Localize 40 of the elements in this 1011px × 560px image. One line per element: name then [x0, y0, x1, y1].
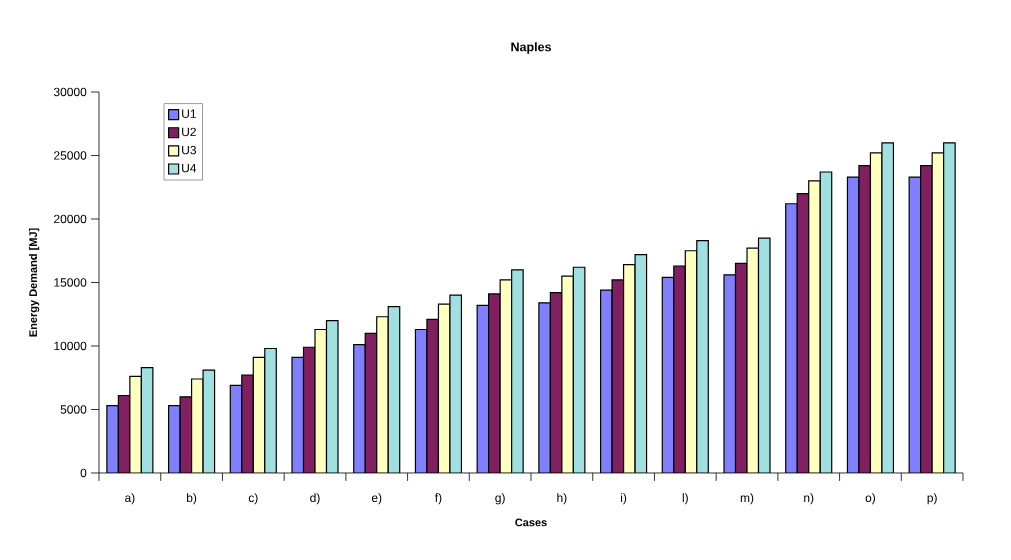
- x-tick-label: m): [740, 493, 754, 505]
- bar: [488, 293, 501, 473]
- x-tick-label: f): [434, 493, 442, 505]
- y-tick-label: 30000: [53, 87, 87, 97]
- bar: [264, 348, 277, 473]
- y-tick-label: 10000: [54, 341, 87, 351]
- bar: [511, 269, 524, 473]
- y-tick-label: 15000: [54, 278, 87, 287]
- bar: [353, 344, 366, 473]
- x-tick-label: b): [187, 493, 197, 505]
- x-tick-label: d): [310, 493, 320, 505]
- chart-title: Naples: [511, 42, 551, 54]
- bar: [376, 316, 389, 473]
- x-tick-label: l): [682, 493, 688, 505]
- x-tick-label: a): [125, 493, 135, 505]
- x-tick-label: n): [804, 493, 814, 505]
- x-tick-label: o): [865, 493, 876, 505]
- y-axis-title: Energy Demand [MJ]: [28, 228, 40, 337]
- x-tick-label: c): [248, 493, 258, 505]
- bar: [943, 142, 956, 473]
- y-tick-label: 0: [80, 468, 87, 478]
- bar: [920, 165, 933, 473]
- x-tick-label: g): [495, 493, 505, 505]
- bar: [673, 265, 686, 473]
- x-tick-label: e): [371, 493, 382, 505]
- bar: [241, 375, 254, 473]
- bar: [785, 203, 798, 473]
- x-tick-label: h): [557, 493, 567, 505]
- bar: [696, 240, 709, 473]
- legend-label: U3: [182, 145, 196, 155]
- x-tick-label: i): [621, 493, 627, 505]
- legend-label: U2: [182, 127, 196, 137]
- y-tick-label: 20000: [54, 214, 87, 224]
- legend-label: U1: [182, 109, 196, 118]
- legend-label: U4: [182, 163, 197, 173]
- y-tick-label: 5000: [60, 405, 87, 414]
- x-axis-title: Cases: [515, 518, 547, 527]
- y-tick-label: 25000: [54, 151, 87, 160]
- x-tick-label: p): [927, 493, 937, 505]
- bar: [808, 180, 821, 473]
